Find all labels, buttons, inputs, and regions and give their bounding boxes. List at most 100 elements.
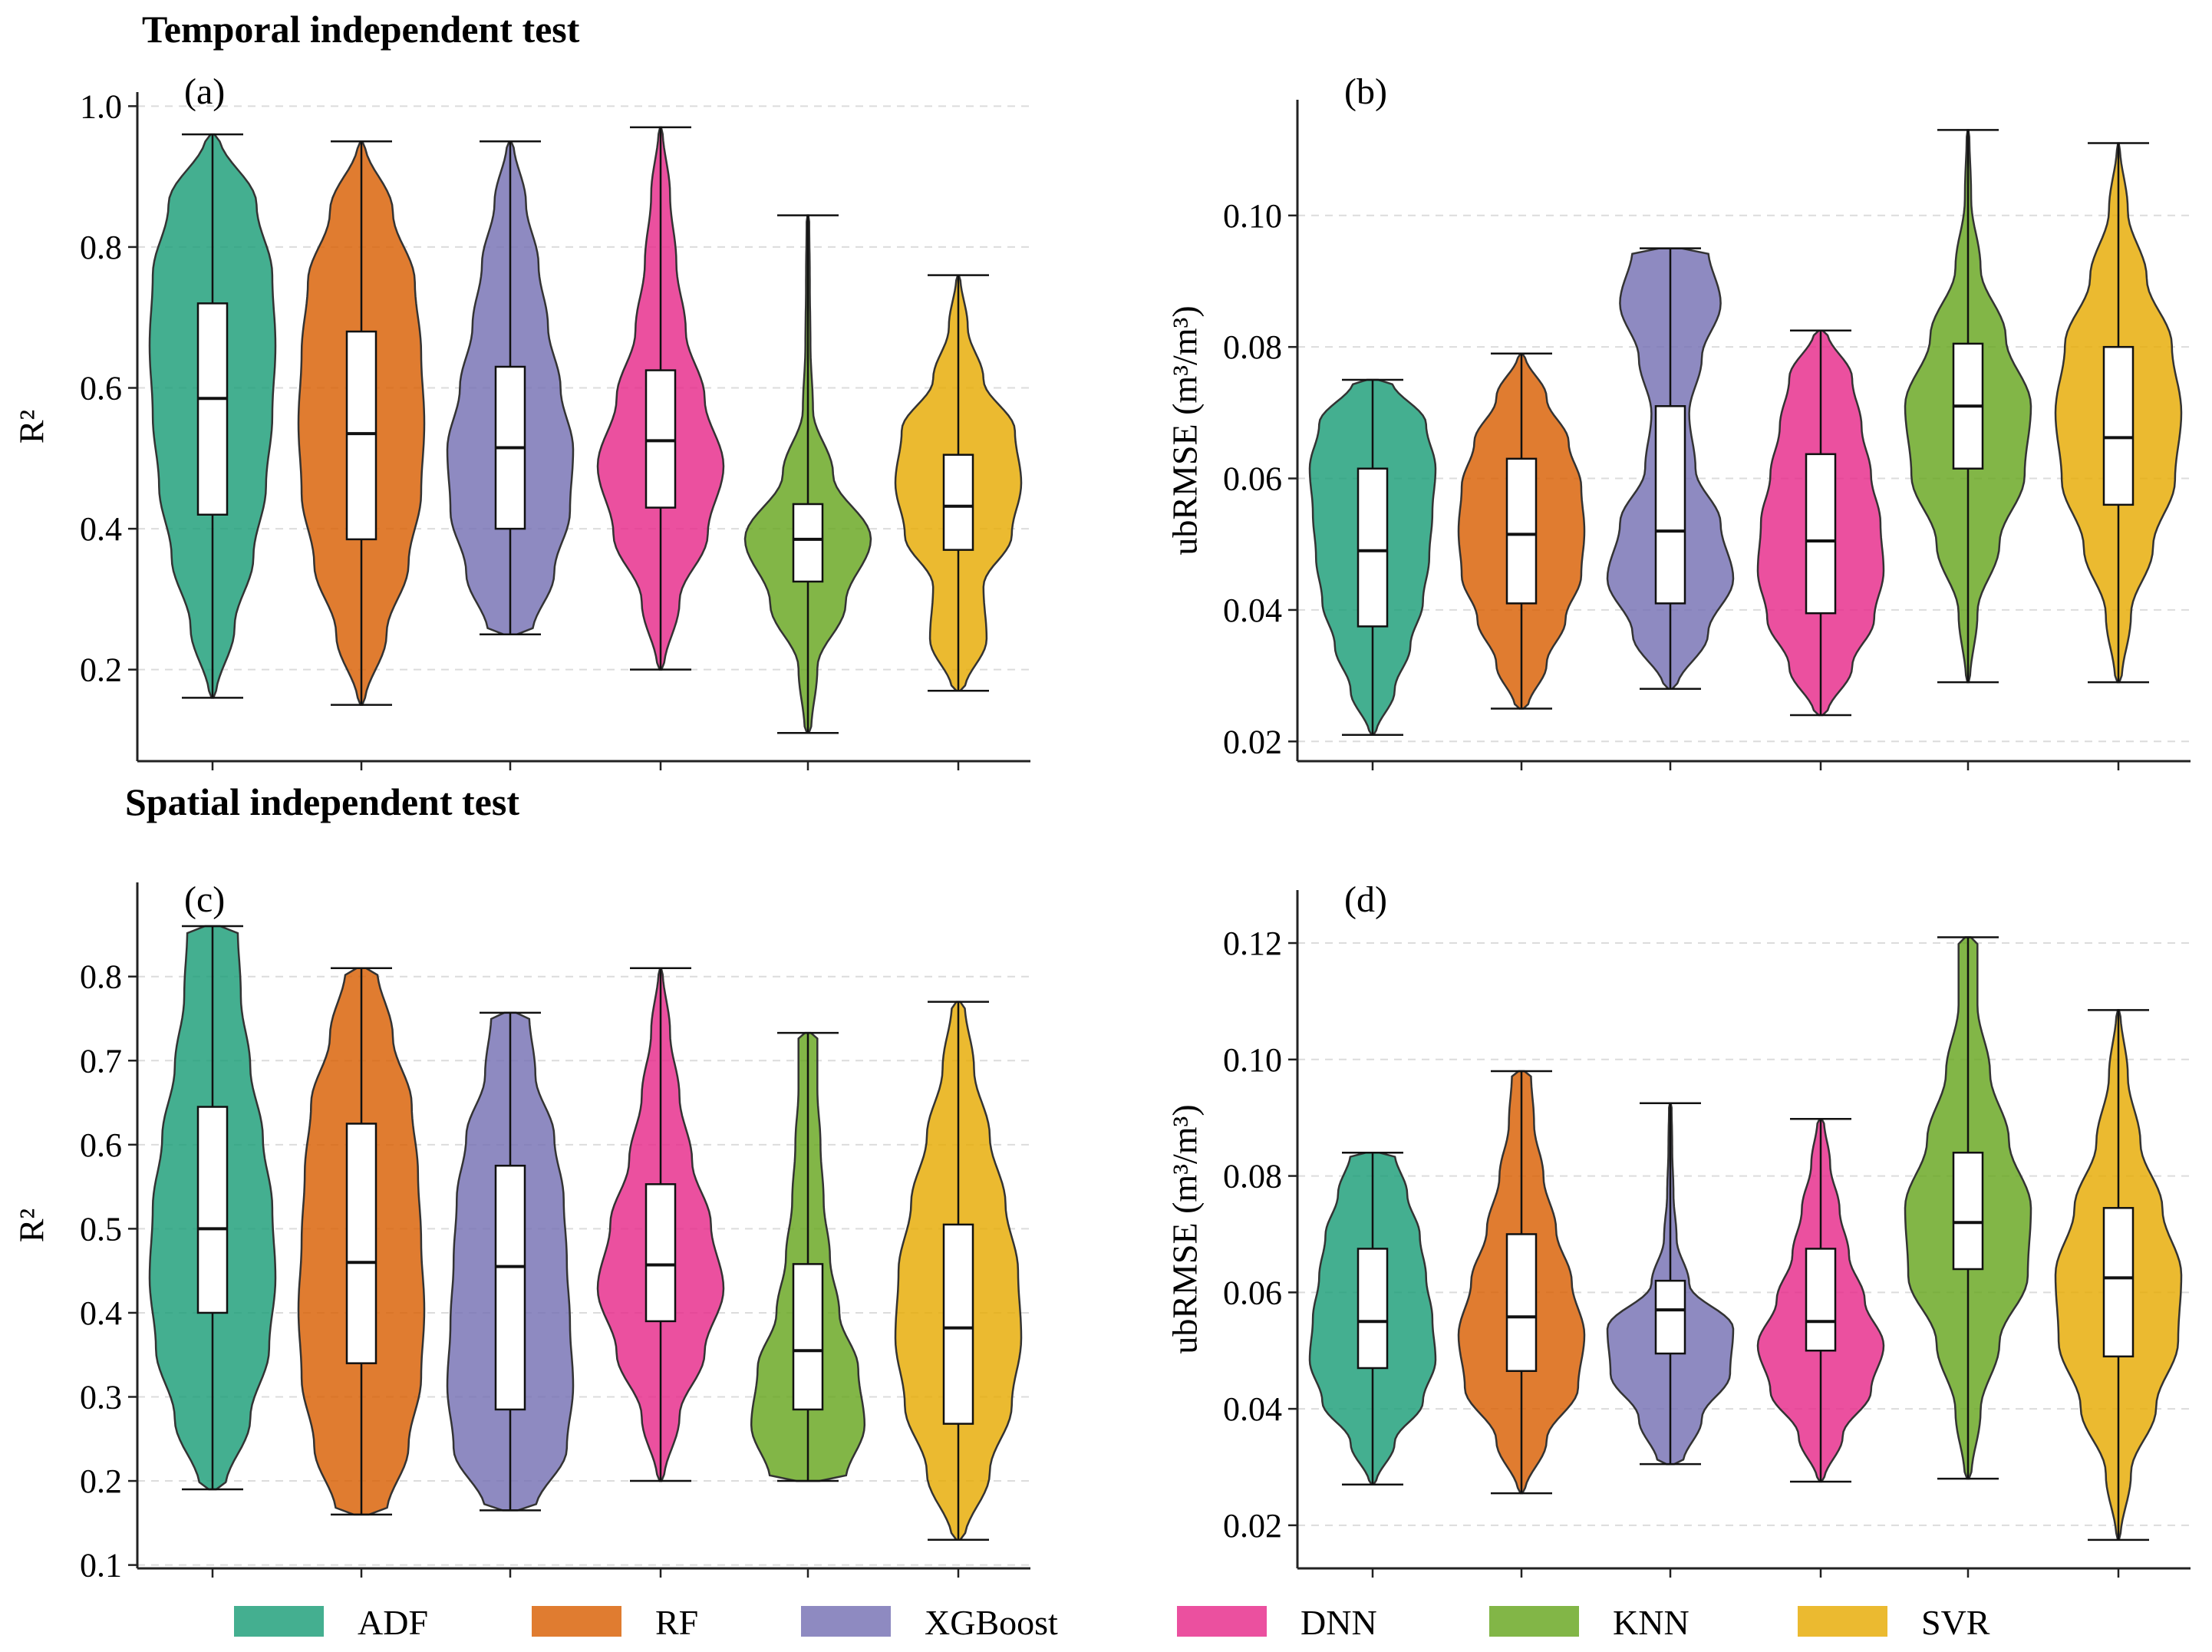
iqr-box [2102, 1207, 2135, 1358]
violin-knn [743, 214, 872, 770]
y-tick-label: 0.2 [80, 1462, 122, 1500]
violin-svr [894, 274, 1023, 770]
iqr-box [1505, 1233, 1538, 1373]
y-tick-label: 0.02 [1223, 1507, 1282, 1545]
iqr-box [792, 1263, 824, 1411]
legend-swatch [532, 1606, 621, 1637]
y-tick-label: 1.0 [80, 87, 122, 125]
violin-dnn [596, 967, 725, 1578]
y-tick-label: 0.06 [1223, 1274, 1282, 1311]
y-tick-label: 0.04 [1223, 592, 1282, 629]
violin-dnn [1756, 329, 1885, 770]
iqr-box [792, 503, 824, 583]
iqr-box [1505, 457, 1538, 605]
legend-item-rf: RF [532, 1603, 698, 1642]
legend-label: XGBoost [925, 1603, 1058, 1642]
iqr-box [196, 1106, 229, 1314]
violin-xgboost [1606, 247, 1735, 770]
violin-rf [297, 140, 426, 770]
legend-item-xgboost: XGBoost [801, 1603, 1058, 1642]
legend-item-svr: SVR [1798, 1603, 1990, 1642]
legend-swatch [1489, 1606, 1579, 1637]
panel-c: 0.1 0.2 0.3 0.4 0.5 0.6 0.7 0.8 R² (c) [12, 879, 1030, 1584]
violin-dnn [596, 126, 725, 770]
y-axis-label: ubRMSE (m³/m³) [1165, 1104, 1205, 1354]
violin-dnn [1756, 1117, 1885, 1578]
iqr-box [494, 1164, 526, 1411]
y-tick-label: 0.10 [1223, 1041, 1282, 1079]
legend-item-adf: ADF [234, 1603, 428, 1642]
legend-item-dnn: DNN [1177, 1603, 1377, 1642]
y-tick-label: 0.6 [80, 370, 122, 407]
violin-xgboost [446, 1011, 575, 1578]
violin-xgboost [446, 140, 575, 770]
iqr-box [345, 1123, 377, 1364]
violin-adf [148, 133, 277, 770]
temporal-section-title: Temporal independent test [142, 8, 580, 51]
iqr-box [644, 369, 677, 509]
iqr-box [1805, 453, 1837, 615]
y-tick-label: 0.6 [80, 1126, 122, 1164]
iqr-box [345, 330, 377, 541]
legend-swatch [234, 1606, 324, 1637]
violin-knn [1904, 936, 2032, 1578]
violin-knn [1904, 129, 2032, 770]
panel-a: 0.2 0.4 0.6 0.8 1.0 R² (a) [12, 71, 1030, 770]
y-tick-label: 0.8 [80, 229, 122, 266]
violin-rf [1457, 352, 1586, 770]
legend-swatch [1798, 1606, 1887, 1637]
iqr-box [1654, 405, 1686, 605]
iqr-box [1805, 1248, 1837, 1352]
y-tick-label: 0.4 [80, 1294, 122, 1332]
panel-d: 0.02 0.04 0.06 0.08 0.10 0.12 ubRMSE (m³/m³) (d… [1165, 879, 2191, 1578]
violin-adf [1308, 1151, 1437, 1578]
y-tick-label: 0.12 [1223, 925, 1282, 962]
violin-xgboost [1606, 1102, 1735, 1578]
legend-label: RF [655, 1603, 698, 1642]
violin-rf [297, 967, 426, 1578]
iqr-box [1654, 1279, 1686, 1355]
panel-label: (b) [1344, 71, 1387, 112]
legend-label: DNN [1300, 1603, 1377, 1642]
y-tick-label: 0.4 [80, 510, 122, 548]
legend-swatch [801, 1606, 891, 1637]
legend-label: KNN [1613, 1603, 1689, 1642]
y-tick-label: 0.10 [1223, 197, 1282, 235]
legend-label: SVR [1921, 1603, 1990, 1642]
iqr-box [942, 1223, 974, 1425]
panel-label: (d) [1344, 879, 1387, 920]
y-tick-label: 0.06 [1223, 460, 1282, 498]
violin-adf [148, 925, 277, 1578]
violin-svr [2054, 1009, 2183, 1578]
iqr-box [644, 1183, 677, 1323]
violin-knn [750, 1031, 866, 1578]
panel-b: 0.02 0.04 0.06 0.08 0.10 ubRMSE (m³/m³) (b) [1165, 71, 2191, 770]
y-tick-label: 0.5 [80, 1210, 122, 1248]
y-tick-label: 0.8 [80, 958, 122, 996]
violin-rf [1457, 1070, 1586, 1578]
y-axis-label: R² [12, 1208, 51, 1242]
panel-label: (c) [184, 879, 225, 920]
y-tick-label: 0.08 [1223, 1158, 1282, 1195]
legend-label: ADF [358, 1603, 428, 1642]
iqr-box [942, 453, 974, 551]
y-axis-label: R² [12, 410, 51, 444]
spatial-section-title: Spatial independent test [125, 780, 519, 823]
legend-item-knn: KNN [1489, 1603, 1689, 1642]
violin-adf [1308, 378, 1437, 770]
iqr-box [1952, 1151, 1984, 1271]
iqr-box [196, 302, 229, 516]
iqr-box [1357, 467, 1389, 628]
y-tick-label: 0.04 [1223, 1390, 1282, 1428]
y-tick-label: 0.08 [1223, 328, 1282, 366]
y-tick-label: 0.7 [80, 1042, 122, 1080]
violin-svr [894, 1001, 1023, 1578]
iqr-box [2102, 345, 2135, 506]
y-tick-label: 0.02 [1223, 723, 1282, 760]
iqr-box [1357, 1248, 1389, 1370]
y-tick-label: 0.1 [80, 1547, 122, 1584]
legend-swatch [1177, 1606, 1267, 1637]
y-tick-label: 0.2 [80, 651, 122, 689]
y-tick-label: 0.3 [80, 1379, 122, 1416]
